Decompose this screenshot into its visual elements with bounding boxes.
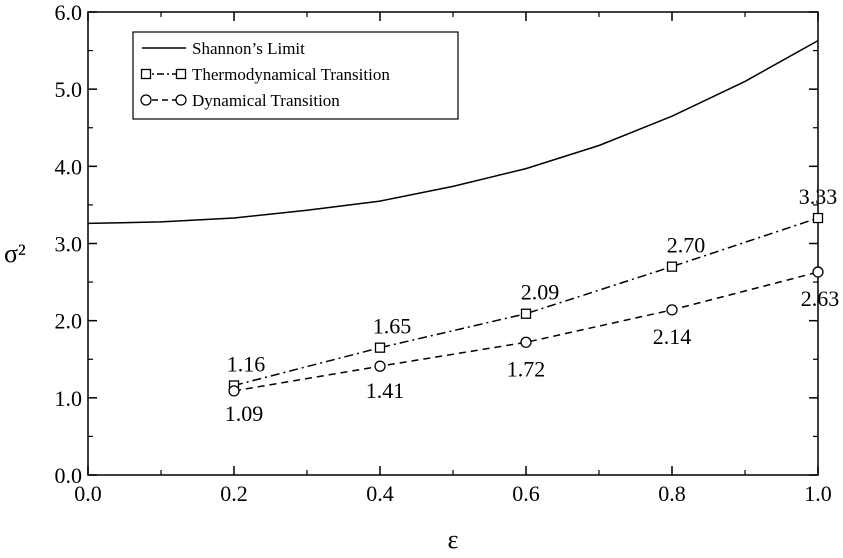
- y-tick-label: 5.0: [55, 77, 83, 102]
- x-tick-label: 0.6: [512, 481, 540, 506]
- x-tick-label: 1.0: [804, 481, 832, 506]
- legend-label-0: Shannon’s Limit: [192, 39, 305, 58]
- data-label-1: 1.65: [373, 314, 412, 339]
- data-label-1: 2.09: [521, 280, 560, 305]
- series-point-1: [520, 308, 532, 319]
- series-line-0: [87, 39, 819, 225]
- data-label-1: 2.70: [667, 233, 706, 258]
- x-axis-label: ε: [448, 525, 459, 554]
- x-tick-label: 0.0: [74, 481, 102, 506]
- x-tick-label: 0.4: [366, 481, 394, 506]
- series-point-2: [374, 360, 386, 372]
- series-point-2: [666, 304, 678, 316]
- y-tick-label: 4.0: [55, 154, 83, 179]
- legend-marker-2: [175, 94, 187, 106]
- data-label-2: 1.41: [366, 378, 405, 403]
- data-label-1: 1.16: [227, 351, 266, 376]
- data-label-2: 2.63: [801, 286, 840, 311]
- series-point-1: [812, 212, 824, 224]
- data-label-1: 3.33: [799, 184, 838, 209]
- x-tick-label: 0.2: [220, 481, 248, 506]
- series-point-1: [374, 342, 386, 353]
- series-point-2: [228, 385, 240, 397]
- y-tick-label: 6.0: [55, 0, 83, 25]
- series-point-1: [666, 261, 678, 272]
- data-label-2: 1.09: [225, 401, 264, 426]
- ticks: 0.0 0.2 0.4 0.6 0.8 1.0 0.0 1.0 2.0 3.0 4.0 5.0 6.0: [55, 0, 832, 506]
- y-tick-label: 2.0: [55, 309, 83, 334]
- legend: Shannon’s Limit Thermodynamical Transitio…: [132, 31, 459, 120]
- series-point-2: [812, 266, 824, 278]
- legend-marker-1: [175, 68, 187, 80]
- legend-marker-2: [140, 94, 152, 106]
- legend-box: [132, 31, 459, 120]
- y-tick-label: 3.0: [55, 232, 83, 257]
- series-line-2: [233, 271, 819, 392]
- data-label-2: 1.72: [507, 356, 546, 381]
- legend-label-2: Dynamical Transition: [192, 91, 340, 110]
- legend-label-1: Thermodynamical Transition: [192, 65, 390, 84]
- series-layer: [87, 39, 824, 397]
- x-tick-label: 0.8: [658, 481, 686, 506]
- series-point-2: [520, 336, 532, 348]
- y-tick-label: 0.0: [55, 463, 83, 488]
- data-labels: 1.16 1.65 2.09 2.70 3.33 1.09 1.41 1.72 2.14 2.63: [225, 184, 840, 426]
- data-label-2: 2.14: [653, 324, 692, 349]
- y-axis-label: σ²: [4, 239, 26, 268]
- y-axis-label-group: σ²: [4, 239, 26, 268]
- y-tick-label: 1.0: [55, 386, 83, 411]
- legend-marker-1: [140, 68, 152, 80]
- series-line-1: [233, 217, 819, 387]
